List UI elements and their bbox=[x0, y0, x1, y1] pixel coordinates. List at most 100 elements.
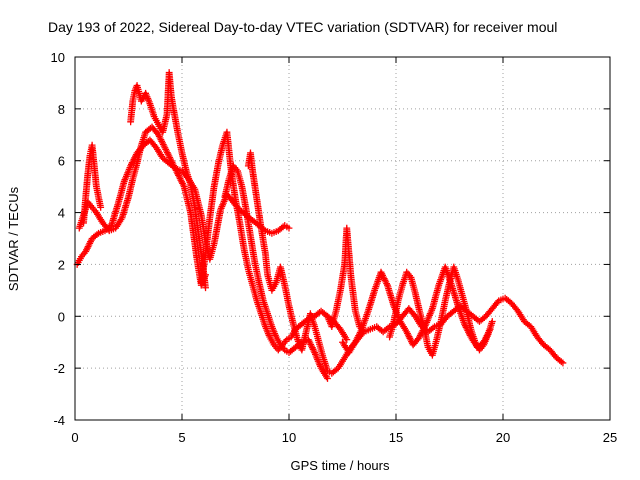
interpolated-marks bbox=[397, 319, 409, 334]
interpolated-marks bbox=[149, 125, 161, 137]
axis-ticks: 0 5 10 15 20 25 -4 -2 0 2 4 6 8 10 bbox=[51, 50, 618, 445]
interpolated-marks bbox=[238, 207, 248, 218]
y-tick-label: -4 bbox=[53, 413, 65, 428]
interpolated-marks bbox=[541, 342, 552, 353]
interpolated-marks bbox=[241, 247, 252, 272]
data-point bbox=[343, 336, 351, 344]
interpolated-marks bbox=[497, 295, 507, 304]
data-point bbox=[167, 157, 175, 165]
interpolated-marks bbox=[319, 309, 330, 319]
interpolated-marks bbox=[528, 325, 540, 339]
interpolated-marks bbox=[423, 306, 436, 326]
x-tick-label: 0 bbox=[71, 430, 78, 445]
y-tick-label: 6 bbox=[58, 154, 65, 169]
chart-title: Day 193 of 2022, Sidereal Day-to-day VTE… bbox=[48, 19, 557, 35]
interpolated-marks bbox=[477, 343, 486, 352]
series-track-4 bbox=[127, 69, 209, 292]
interpolated-marks bbox=[147, 138, 159, 150]
interpolated-marks bbox=[281, 283, 292, 308]
interpolated-marks bbox=[365, 288, 378, 313]
interpolated-marks bbox=[451, 265, 461, 282]
data-point bbox=[377, 268, 385, 276]
interpolated-marks bbox=[312, 350, 324, 370]
x-tick-label: 15 bbox=[389, 430, 403, 445]
interpolated-marks bbox=[445, 309, 456, 319]
interpolated-marks bbox=[231, 164, 240, 173]
interpolated-marks bbox=[113, 216, 125, 230]
interpolated-marks bbox=[311, 325, 322, 344]
interpolated-marks bbox=[134, 84, 143, 95]
interpolated-marks bbox=[276, 223, 287, 233]
interpolated-marks bbox=[408, 275, 419, 295]
interpolated-marks bbox=[215, 143, 226, 165]
interpolated-marks bbox=[154, 146, 166, 160]
interpolated-marks bbox=[247, 151, 256, 173]
interpolated-marks bbox=[287, 345, 298, 355]
y-tick-label: 8 bbox=[58, 102, 65, 117]
interpolated-marks bbox=[406, 306, 418, 319]
interpolated-marks bbox=[338, 327, 350, 342]
interpolated-marks bbox=[97, 228, 107, 236]
interpolated-marks bbox=[554, 355, 565, 366]
interpolated-marks bbox=[82, 172, 92, 199]
interpolated-marks bbox=[250, 218, 261, 228]
interpolated-marks bbox=[262, 325, 273, 339]
interpolated-marks bbox=[232, 198, 243, 225]
y-tick-label: 0 bbox=[58, 309, 65, 324]
interpolated-marks bbox=[253, 198, 265, 230]
interpolated-marks bbox=[211, 208, 224, 246]
interpolated-marks bbox=[471, 314, 482, 324]
data-point bbox=[202, 284, 209, 292]
interpolated-marks bbox=[108, 225, 117, 234]
interpolated-marks bbox=[100, 221, 112, 233]
interpolated-marks bbox=[522, 319, 533, 329]
interpolated-marks bbox=[369, 324, 378, 332]
x-axis-label: GPS time / hours bbox=[291, 458, 390, 473]
interpolated-marks bbox=[411, 335, 422, 347]
interpolated-marks bbox=[548, 348, 559, 360]
grid-lines bbox=[75, 57, 610, 420]
interpolated-marks bbox=[121, 164, 134, 184]
interpolated-marks bbox=[160, 156, 171, 166]
interpolated-marks bbox=[187, 182, 198, 209]
interpolated-marks bbox=[374, 324, 385, 334]
interpolated-marks bbox=[269, 281, 279, 292]
data-point bbox=[324, 375, 331, 382]
interpolated-marks bbox=[404, 270, 413, 280]
interpolated-marks bbox=[143, 124, 154, 135]
interpolated-marks bbox=[90, 231, 101, 241]
interpolated-marks bbox=[312, 309, 323, 319]
interpolated-marks bbox=[384, 283, 397, 308]
interpolated-marks bbox=[114, 179, 128, 207]
interpolated-marks bbox=[151, 115, 161, 126]
interpolated-marks bbox=[198, 252, 209, 285]
series-track-2 bbox=[75, 123, 209, 289]
interpolated-marks bbox=[448, 283, 461, 308]
interpolated-marks bbox=[165, 71, 175, 98]
data-point bbox=[97, 203, 105, 211]
interpolated-marks bbox=[251, 260, 263, 285]
interpolated-marks bbox=[503, 296, 514, 306]
interpolated-marks bbox=[187, 211, 201, 261]
interpolated-marks bbox=[88, 143, 100, 189]
interpolated-marks bbox=[262, 252, 271, 277]
data-point bbox=[559, 359, 567, 367]
interpolated-marks bbox=[93, 185, 104, 209]
interpolated-marks bbox=[159, 112, 170, 134]
interpolated-marks bbox=[395, 283, 406, 303]
interpolated-marks bbox=[155, 133, 168, 150]
interpolated-marks bbox=[490, 298, 501, 311]
interpolated-marks bbox=[278, 343, 287, 352]
interpolated-marks bbox=[352, 327, 365, 344]
interpolated-marks bbox=[272, 343, 281, 352]
interpolated-marks bbox=[269, 325, 279, 339]
interpolated-marks bbox=[249, 169, 260, 202]
interpolated-marks bbox=[343, 226, 355, 279]
interpolated-marks bbox=[267, 335, 277, 347]
interpolated-marks bbox=[175, 171, 187, 189]
y-tick-label: 4 bbox=[58, 206, 65, 221]
interpolated-marks bbox=[258, 226, 269, 256]
interpolated-marks bbox=[74, 255, 84, 266]
interpolated-marks bbox=[202, 216, 213, 256]
